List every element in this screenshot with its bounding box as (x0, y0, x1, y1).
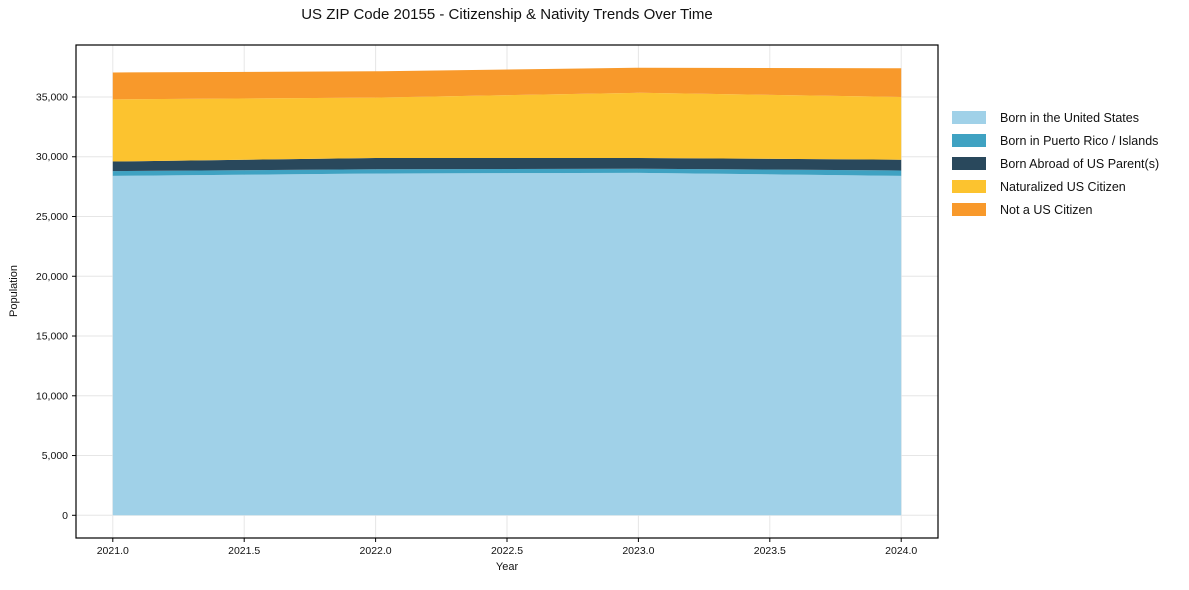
x-tick-label: 2023.5 (754, 545, 786, 557)
y-tick-label: 0 (62, 510, 68, 522)
x-tick-label: 2021.5 (228, 545, 260, 557)
area-series-1 (112, 168, 902, 176)
legend-swatch-icon (952, 111, 986, 124)
y-tick-label: 30,000 (36, 151, 68, 163)
legend: Born in the United States Born in Puerto … (952, 106, 1159, 221)
legend-swatch-icon (952, 203, 986, 216)
x-tick-label: 2021.0 (97, 545, 129, 557)
y-tick-label: 25,000 (36, 211, 68, 223)
legend-label: Not a US Citizen (1000, 202, 1093, 217)
area-series-0 (112, 172, 902, 516)
legend-label: Born Abroad of US Parent(s) (1000, 156, 1160, 171)
legend-label: Born in Puerto Rico / Islands (1000, 133, 1159, 148)
legend-item-1: Born in Puerto Rico / Islands (952, 129, 1159, 152)
legend-item-4: Not a US Citizen (952, 198, 1159, 221)
legend-item-3: Naturalized US Citizen (952, 175, 1159, 198)
area-series-3 (112, 92, 902, 162)
legend-swatch-icon (952, 134, 986, 147)
legend-item-2: Born Abroad of US Parent(s) (952, 152, 1159, 175)
y-tick-label: 5,000 (42, 450, 68, 462)
legend-label: Born in the United States (1000, 110, 1139, 125)
x-tick-label: 2023.0 (622, 545, 654, 557)
x-tick-label: 2024.0 (885, 545, 917, 557)
y-tick-label: 35,000 (36, 91, 68, 103)
chart-title: US ZIP Code 20155 - Citizenship & Nativi… (301, 6, 713, 23)
y-tick-label: 20,000 (36, 271, 68, 283)
legend-swatch-icon (952, 180, 986, 193)
y-tick-label: 15,000 (36, 331, 68, 343)
legend-swatch-icon (952, 157, 986, 170)
legend-item-0: Born in the United States (952, 106, 1159, 129)
area-series-2 (112, 157, 902, 172)
area-series-4 (112, 67, 902, 100)
x-tick-label: 2022.0 (360, 545, 392, 557)
y-axis-label: Population (8, 265, 20, 317)
legend-label: Naturalized US Citizen (1000, 179, 1126, 194)
y-tick-label: 10,000 (36, 390, 68, 402)
x-tick-label: 2022.5 (491, 545, 523, 557)
x-axis-label: Year (495, 561, 519, 573)
